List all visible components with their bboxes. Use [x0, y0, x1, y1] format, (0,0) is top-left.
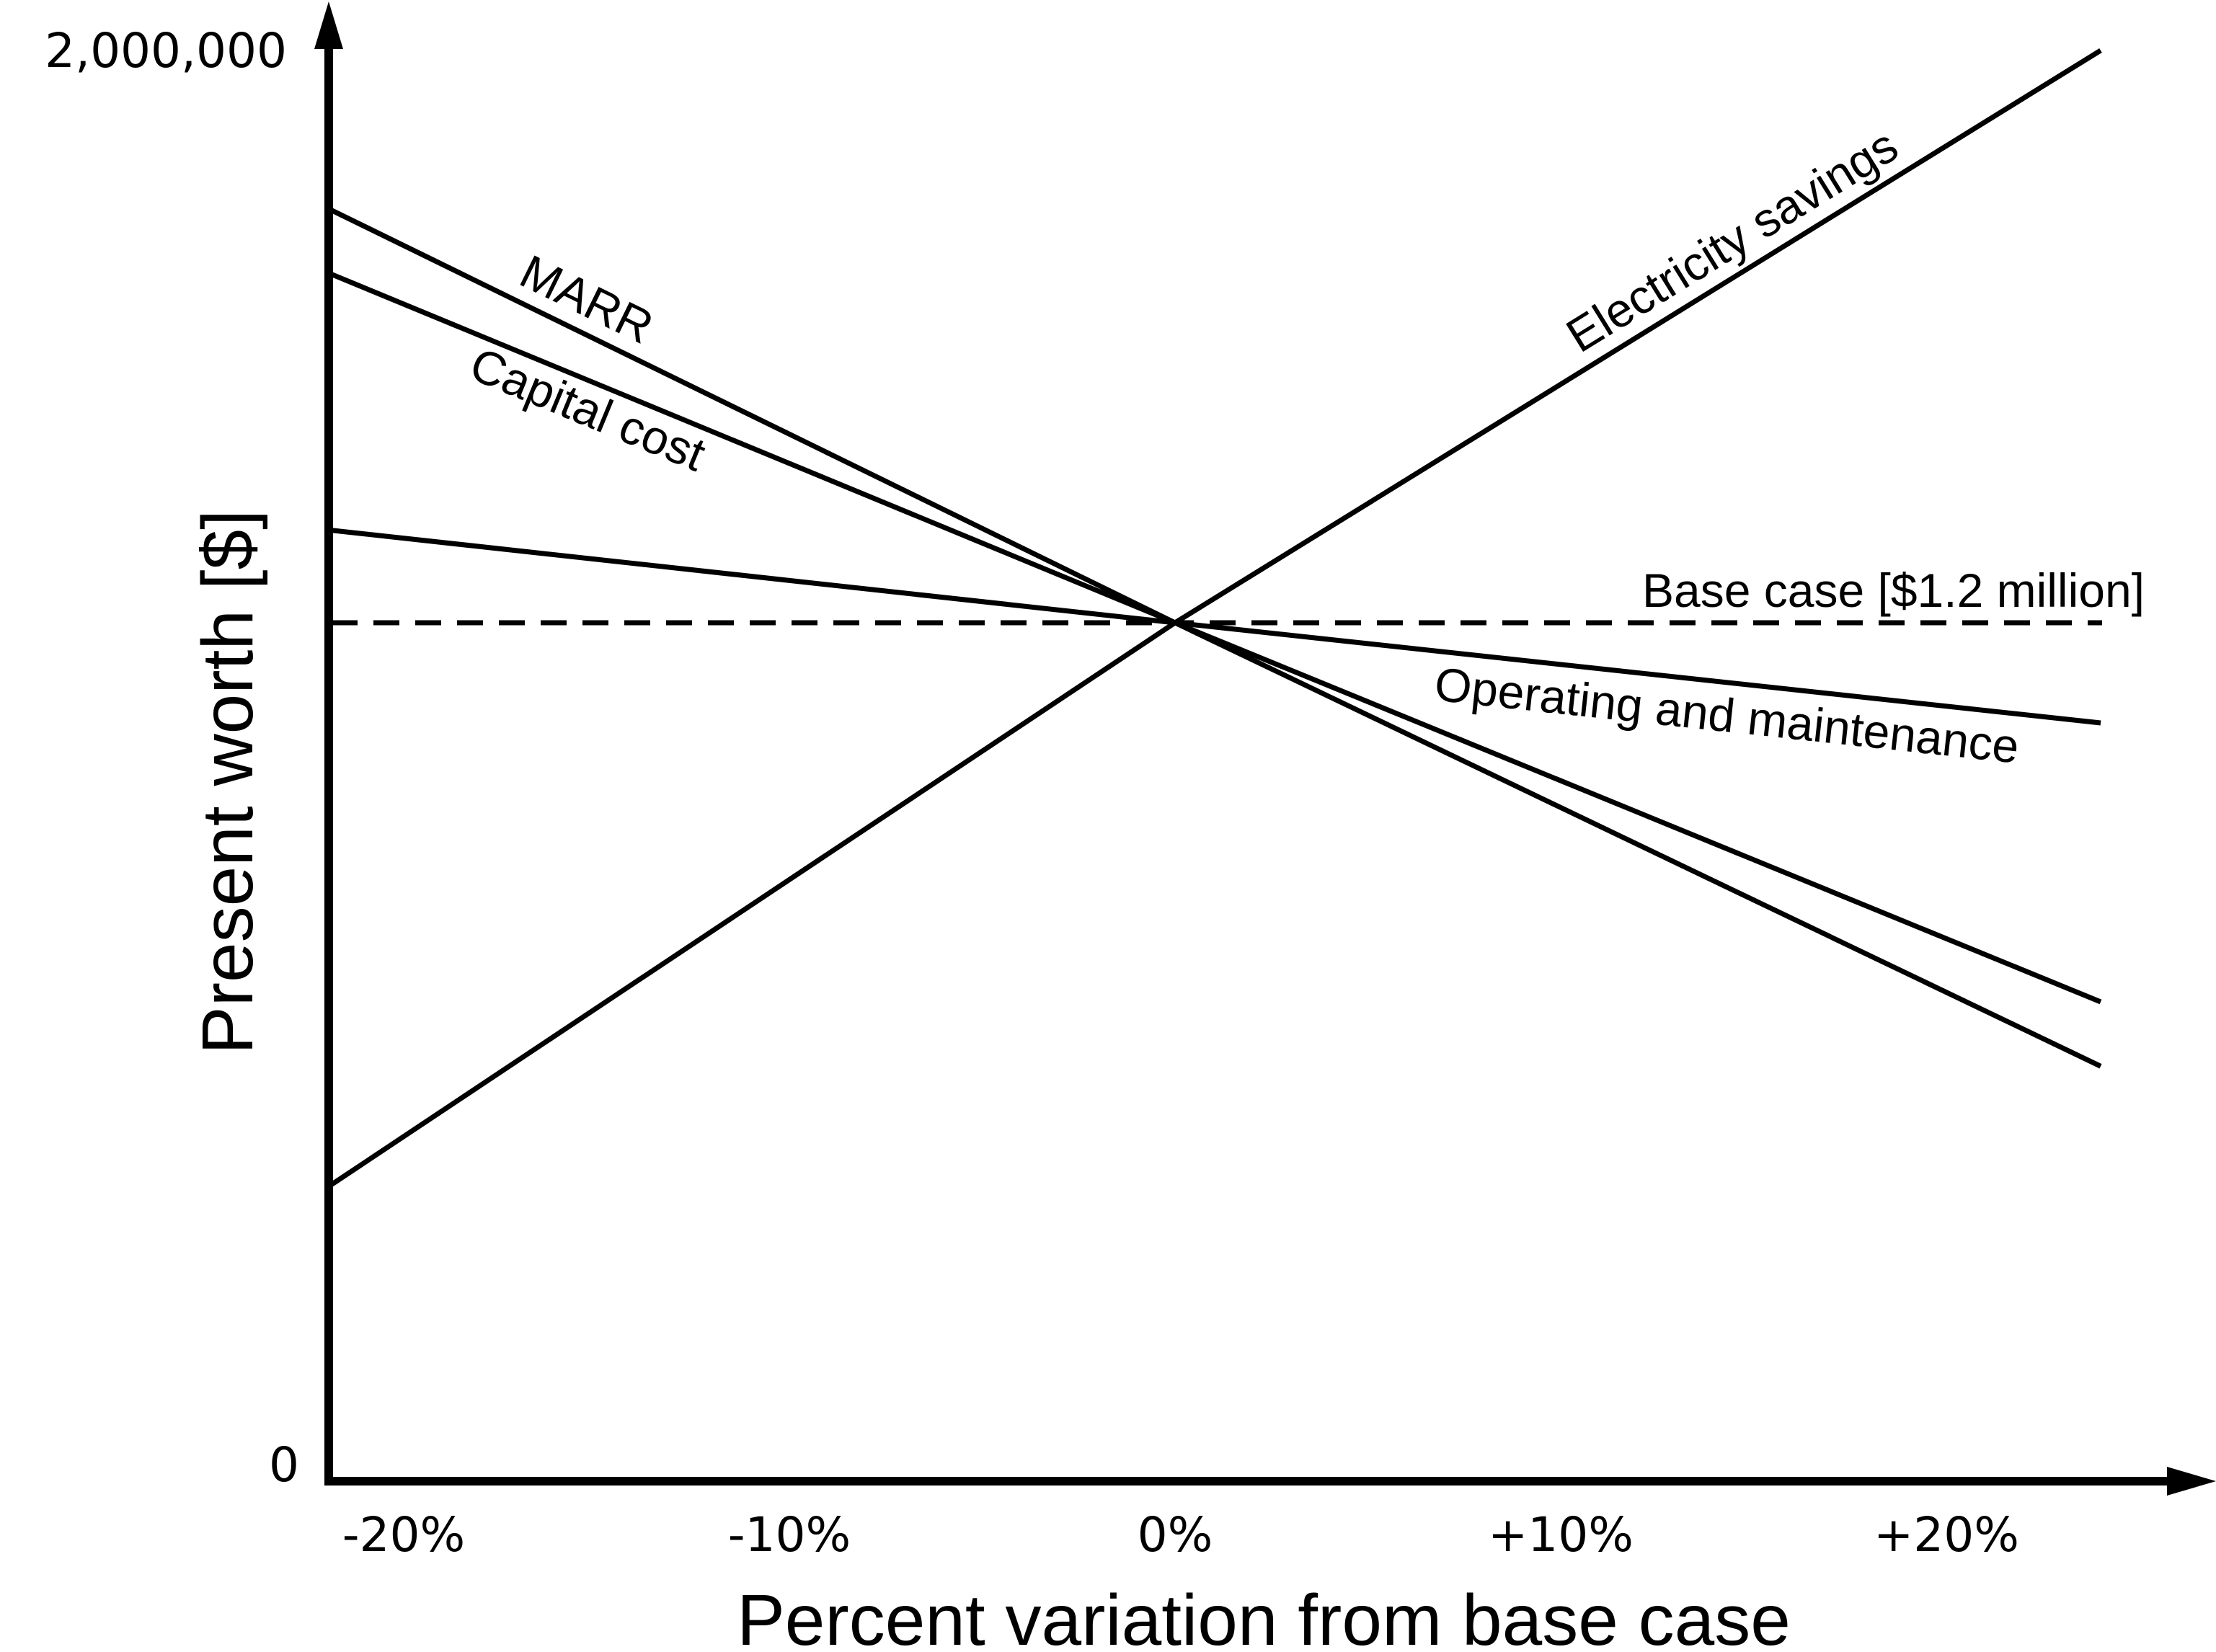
y-axis-arrowhead: [314, 1, 343, 49]
y-axis-title: Present worth [$]: [187, 510, 268, 1054]
series-line-electricity-savings: [325, 48, 2102, 1191]
base-case-label: Base case [$1.2 million]: [1642, 564, 2145, 617]
series-label-capital-cost: Capital cost: [463, 337, 713, 481]
y-tick-label: 0: [269, 1437, 299, 1493]
series-label-electricity-savings: Electricity savings: [1557, 118, 1907, 363]
series-line-operating-maintenance: [326, 527, 2101, 726]
x-tick-label: +10%: [1488, 1507, 1634, 1563]
x-axis-title: Percent variation from base case: [737, 1580, 1791, 1652]
x-tick-label: -20%: [342, 1507, 466, 1563]
y-tick-label: 2,000,000: [45, 23, 287, 79]
x-tick-labels: -20% -10% 0% +10% +20%: [342, 1507, 2019, 1563]
x-tick-label: +20%: [1874, 1507, 2019, 1563]
series-label-operating-maintenance: Operating and maintenance: [1432, 657, 2022, 773]
x-tick-label: 0%: [1138, 1507, 1213, 1563]
x-axis-arrowhead: [2167, 1467, 2216, 1496]
x-tick-label: -10%: [728, 1507, 851, 1563]
